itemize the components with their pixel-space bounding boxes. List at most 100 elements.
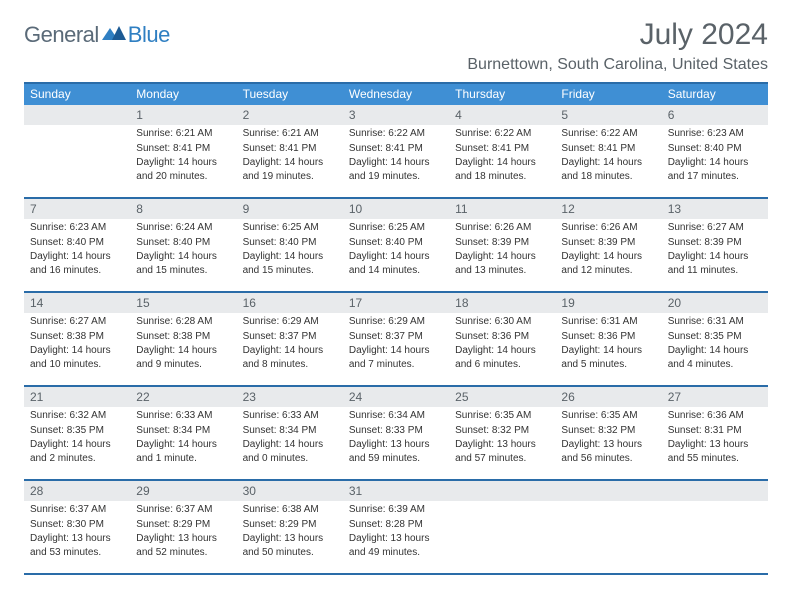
daylight-text: Daylight: 14 hours and 13 minutes. (455, 250, 549, 277)
day-number: 13 (662, 199, 768, 219)
sunrise-text: Sunrise: 6:27 AM (668, 221, 762, 235)
daylight-text: Daylight: 14 hours and 9 minutes. (136, 344, 230, 371)
day-number: 14 (24, 293, 130, 313)
sunrise-text: Sunrise: 6:31 AM (668, 315, 762, 329)
day-body: Sunrise: 6:26 AMSunset: 8:39 PMDaylight:… (555, 219, 661, 282)
sunrise-text: Sunrise: 6:29 AM (243, 315, 337, 329)
sunset-text: Sunset: 8:41 PM (561, 142, 655, 156)
day-cell: 17Sunrise: 6:29 AMSunset: 8:37 PMDayligh… (343, 293, 449, 385)
sunrise-text: Sunrise: 6:25 AM (349, 221, 443, 235)
day-cell: 30Sunrise: 6:38 AMSunset: 8:29 PMDayligh… (237, 481, 343, 573)
day-body: Sunrise: 6:36 AMSunset: 8:31 PMDaylight:… (662, 407, 768, 470)
sunrise-text: Sunrise: 6:21 AM (136, 127, 230, 141)
day-number: 8 (130, 199, 236, 219)
day-body: Sunrise: 6:33 AMSunset: 8:34 PMDaylight:… (130, 407, 236, 470)
day-body: Sunrise: 6:31 AMSunset: 8:36 PMDaylight:… (555, 313, 661, 376)
day-cell: 2Sunrise: 6:21 AMSunset: 8:41 PMDaylight… (237, 105, 343, 197)
day-cell: 11Sunrise: 6:26 AMSunset: 8:39 PMDayligh… (449, 199, 555, 291)
sunrise-text: Sunrise: 6:38 AM (243, 503, 337, 517)
sunrise-text: Sunrise: 6:23 AM (668, 127, 762, 141)
weekday-header: Saturday (662, 84, 768, 105)
day-number: 30 (237, 481, 343, 501)
daylight-text: Daylight: 14 hours and 14 minutes. (349, 250, 443, 277)
sunrise-text: Sunrise: 6:36 AM (668, 409, 762, 423)
sunset-text: Sunset: 8:39 PM (668, 236, 762, 250)
weekday-header: Friday (555, 84, 661, 105)
day-number: 24 (343, 387, 449, 407)
sunrise-text: Sunrise: 6:21 AM (243, 127, 337, 141)
day-cell: 9Sunrise: 6:25 AMSunset: 8:40 PMDaylight… (237, 199, 343, 291)
day-body: Sunrise: 6:22 AMSunset: 8:41 PMDaylight:… (555, 125, 661, 188)
week-row: 14Sunrise: 6:27 AMSunset: 8:38 PMDayligh… (24, 293, 768, 387)
day-body: Sunrise: 6:35 AMSunset: 8:32 PMDaylight:… (555, 407, 661, 470)
sunset-text: Sunset: 8:40 PM (349, 236, 443, 250)
week-row: 1Sunrise: 6:21 AMSunset: 8:41 PMDaylight… (24, 105, 768, 199)
day-number: 31 (343, 481, 449, 501)
day-number: 10 (343, 199, 449, 219)
location-subtitle: Burnettown, South Carolina, United State… (467, 56, 768, 74)
day-body: Sunrise: 6:29 AMSunset: 8:37 PMDaylight:… (343, 313, 449, 376)
sunset-text: Sunset: 8:29 PM (243, 518, 337, 532)
day-body: Sunrise: 6:35 AMSunset: 8:32 PMDaylight:… (449, 407, 555, 470)
sunrise-text: Sunrise: 6:33 AM (136, 409, 230, 423)
daylight-text: Daylight: 14 hours and 8 minutes. (243, 344, 337, 371)
day-body: Sunrise: 6:32 AMSunset: 8:35 PMDaylight:… (24, 407, 130, 470)
brand-logo: General Blue (24, 22, 170, 48)
day-cell: 23Sunrise: 6:33 AMSunset: 8:34 PMDayligh… (237, 387, 343, 479)
calendar-grid: Sunday Monday Tuesday Wednesday Thursday… (24, 82, 768, 575)
day-number: 27 (662, 387, 768, 407)
day-cell: 28Sunrise: 6:37 AMSunset: 8:30 PMDayligh… (24, 481, 130, 573)
day-number: 18 (449, 293, 555, 313)
day-body: Sunrise: 6:23 AMSunset: 8:40 PMDaylight:… (24, 219, 130, 282)
day-cell: 25Sunrise: 6:35 AMSunset: 8:32 PMDayligh… (449, 387, 555, 479)
day-number: 16 (237, 293, 343, 313)
day-cell: 22Sunrise: 6:33 AMSunset: 8:34 PMDayligh… (130, 387, 236, 479)
brand-text-blue: Blue (128, 22, 170, 48)
sunset-text: Sunset: 8:41 PM (136, 142, 230, 156)
daylight-text: Daylight: 14 hours and 19 minutes. (243, 156, 337, 183)
week-row: 21Sunrise: 6:32 AMSunset: 8:35 PMDayligh… (24, 387, 768, 481)
sunset-text: Sunset: 8:41 PM (455, 142, 549, 156)
day-body: Sunrise: 6:25 AMSunset: 8:40 PMDaylight:… (237, 219, 343, 282)
daylight-text: Daylight: 14 hours and 16 minutes. (30, 250, 124, 277)
sunset-text: Sunset: 8:32 PM (455, 424, 549, 438)
sunrise-text: Sunrise: 6:35 AM (561, 409, 655, 423)
day-cell: 7Sunrise: 6:23 AMSunset: 8:40 PMDaylight… (24, 199, 130, 291)
weekday-header: Tuesday (237, 84, 343, 105)
day-cell (662, 481, 768, 573)
sunrise-text: Sunrise: 6:24 AM (136, 221, 230, 235)
sunset-text: Sunset: 8:41 PM (243, 142, 337, 156)
daylight-text: Daylight: 13 hours and 52 minutes. (136, 532, 230, 559)
day-cell: 15Sunrise: 6:28 AMSunset: 8:38 PMDayligh… (130, 293, 236, 385)
sunrise-text: Sunrise: 6:29 AM (349, 315, 443, 329)
sunset-text: Sunset: 8:41 PM (349, 142, 443, 156)
day-number (449, 481, 555, 501)
sunrise-text: Sunrise: 6:26 AM (455, 221, 549, 235)
day-number: 9 (237, 199, 343, 219)
sunset-text: Sunset: 8:33 PM (349, 424, 443, 438)
day-cell: 6Sunrise: 6:23 AMSunset: 8:40 PMDaylight… (662, 105, 768, 197)
sunset-text: Sunset: 8:35 PM (30, 424, 124, 438)
sunrise-text: Sunrise: 6:26 AM (561, 221, 655, 235)
sunset-text: Sunset: 8:34 PM (243, 424, 337, 438)
day-cell: 31Sunrise: 6:39 AMSunset: 8:28 PMDayligh… (343, 481, 449, 573)
day-number (24, 105, 130, 125)
daylight-text: Daylight: 14 hours and 18 minutes. (455, 156, 549, 183)
day-cell: 24Sunrise: 6:34 AMSunset: 8:33 PMDayligh… (343, 387, 449, 479)
daylight-text: Daylight: 14 hours and 0 minutes. (243, 438, 337, 465)
weekday-header: Thursday (449, 84, 555, 105)
daylight-text: Daylight: 13 hours and 55 minutes. (668, 438, 762, 465)
day-body: Sunrise: 6:26 AMSunset: 8:39 PMDaylight:… (449, 219, 555, 282)
day-body: Sunrise: 6:21 AMSunset: 8:41 PMDaylight:… (237, 125, 343, 188)
sunset-text: Sunset: 8:39 PM (455, 236, 549, 250)
day-cell: 3Sunrise: 6:22 AMSunset: 8:41 PMDaylight… (343, 105, 449, 197)
day-cell: 21Sunrise: 6:32 AMSunset: 8:35 PMDayligh… (24, 387, 130, 479)
daylight-text: Daylight: 14 hours and 18 minutes. (561, 156, 655, 183)
day-body: Sunrise: 6:27 AMSunset: 8:38 PMDaylight:… (24, 313, 130, 376)
day-number: 21 (24, 387, 130, 407)
day-cell: 27Sunrise: 6:36 AMSunset: 8:31 PMDayligh… (662, 387, 768, 479)
sunset-text: Sunset: 8:28 PM (349, 518, 443, 532)
daylight-text: Daylight: 13 hours and 57 minutes. (455, 438, 549, 465)
sunset-text: Sunset: 8:40 PM (136, 236, 230, 250)
day-cell: 26Sunrise: 6:35 AMSunset: 8:32 PMDayligh… (555, 387, 661, 479)
